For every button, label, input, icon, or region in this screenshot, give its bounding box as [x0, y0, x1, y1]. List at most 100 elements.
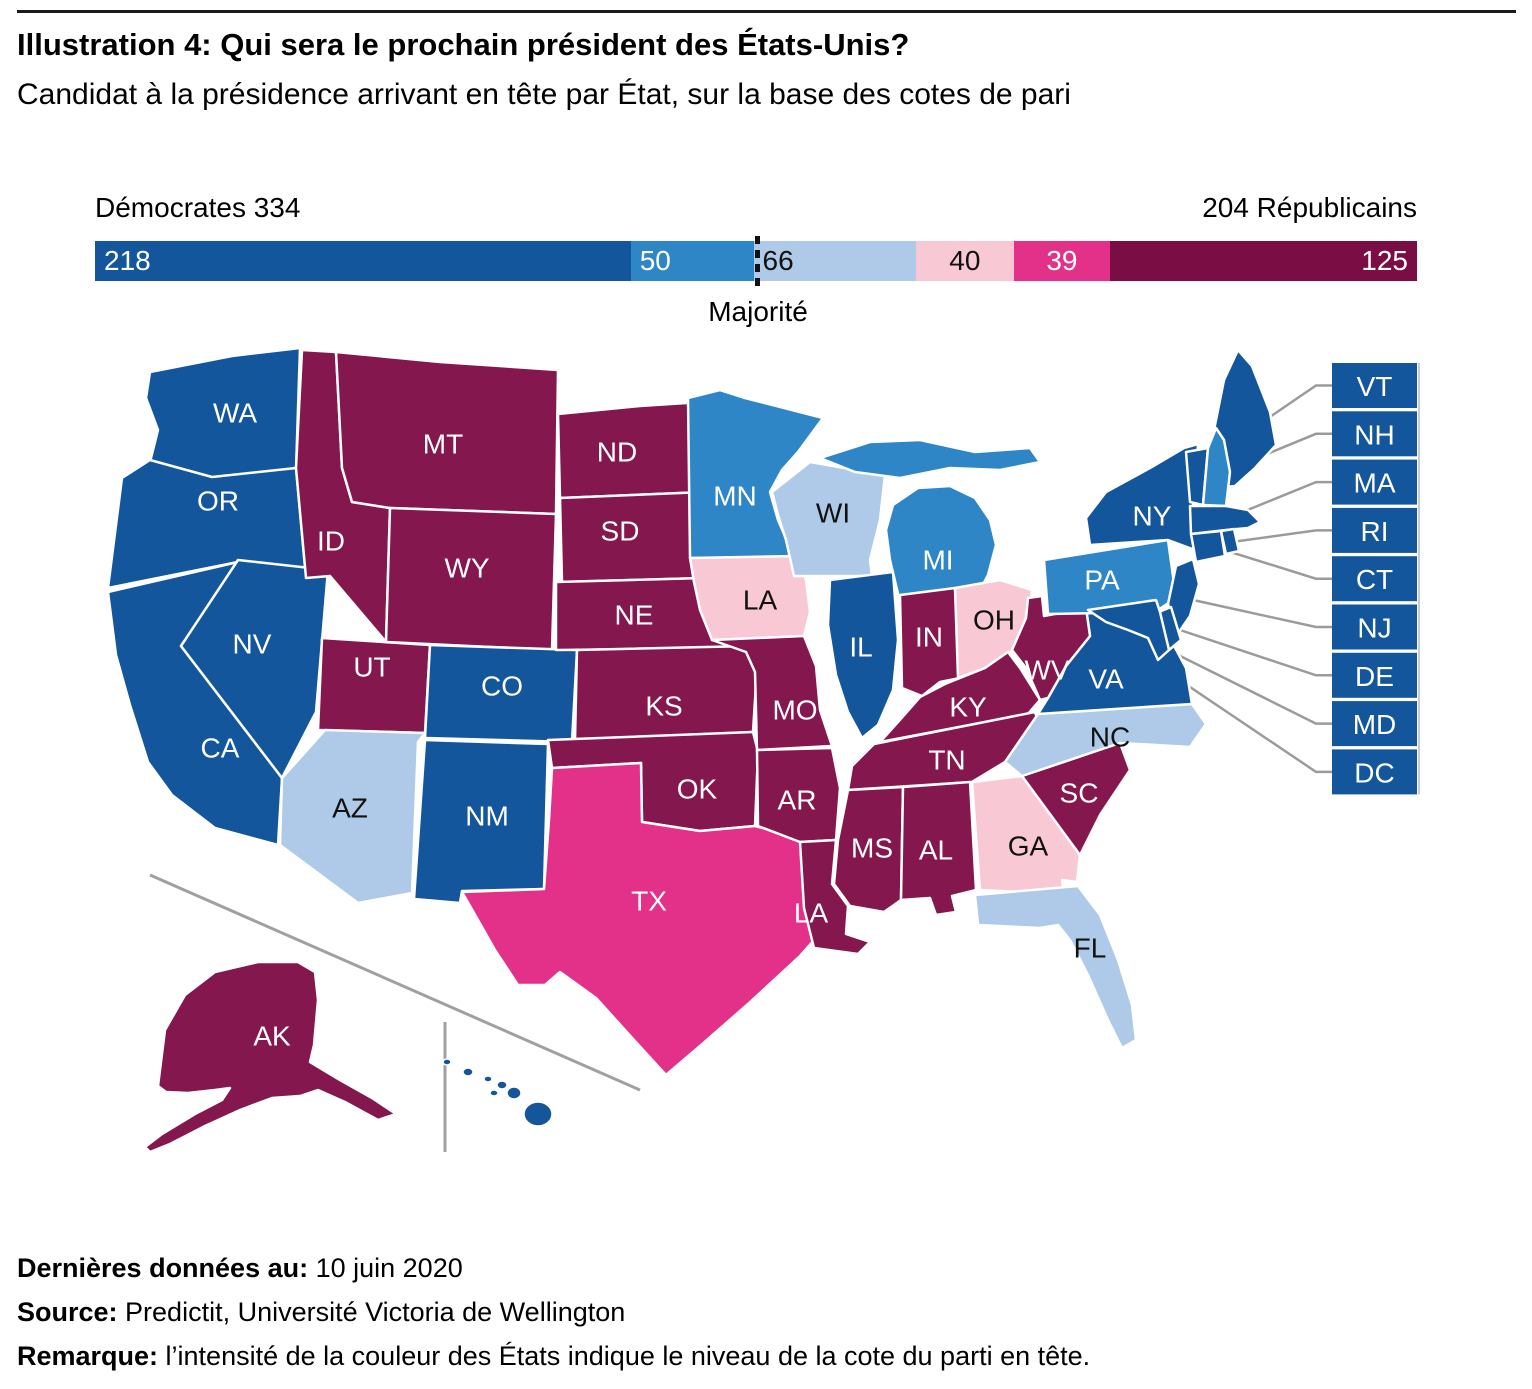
state-label-AZ: AZ [332, 793, 368, 824]
bar-segment-value: 40 [949, 245, 981, 276]
state-label-MS: MS [851, 833, 893, 864]
state-label-KS: KS [645, 691, 682, 722]
state-PA [1042, 538, 1178, 616]
state-label-UT: UT [353, 652, 390, 683]
inset-box-label-DE: DE [1355, 661, 1394, 692]
leader-line-MA [1227, 480, 1332, 520]
state-TN [846, 710, 1042, 792]
state-label-MO: MO [772, 695, 817, 726]
bar-segment-lean_rep: 39 [1014, 241, 1110, 281]
state-label-MI: MI [922, 545, 953, 576]
state-label-ID: ID [317, 526, 345, 557]
state-label-IL: IL [849, 632, 872, 663]
state-HI [523, 1101, 553, 1127]
bar-segment-value: 218 [104, 245, 151, 276]
state-label-GA: GA [1008, 831, 1049, 862]
state-MD [1086, 598, 1171, 662]
state-label-AR: AR [778, 785, 817, 816]
footer-date-label: Dernières données au: [17, 1253, 309, 1283]
bar-segment-value: 50 [639, 245, 671, 276]
inset-box-RI [1332, 507, 1417, 553]
state-label-IA: LA [743, 585, 778, 616]
state-label-NM: NM [465, 801, 509, 832]
state-label-KY: KY [949, 692, 987, 723]
footer-note-value: l’intensité de la couleur des États indi… [158, 1341, 1091, 1371]
republicans-total-label: 204 Républicains [1202, 192, 1417, 223]
leader-line-DE [1173, 626, 1332, 677]
state-IL [826, 570, 900, 740]
state-HI [489, 1089, 499, 1097]
state-label-AL: AL [919, 835, 953, 866]
inset-divider-diagonal [149, 873, 641, 1092]
state-HI [496, 1080, 508, 1090]
footer-source-label: Source: [17, 1297, 118, 1327]
inset-box-label-NJ: NJ [1357, 613, 1391, 644]
state-label-FL: FL [1074, 933, 1107, 964]
bar-segment-value: 66 [762, 245, 794, 276]
state-label-OR: OR [197, 486, 239, 517]
state-NJ [1166, 557, 1201, 637]
majority-marker-line [755, 236, 760, 286]
state-label-OH: OH [973, 605, 1015, 636]
inset-box-MA [1332, 459, 1417, 505]
inset-box-MD [1332, 701, 1417, 747]
state-label-SD: SD [601, 516, 640, 547]
state-TX [460, 761, 839, 1077]
footer: Dernières données au: 10 juin 2020 Sourc… [17, 1246, 1090, 1378]
inset-box-CT [1332, 556, 1417, 602]
state-label-VA: VA [1088, 664, 1124, 695]
state-MO [710, 634, 834, 752]
state-label-NC: NC [1090, 722, 1130, 753]
leader-line-CT [1207, 543, 1332, 580]
state-label-WY: WY [444, 553, 489, 584]
electoral-vote-bar: 218 50 66 40 39 125 [95, 241, 1417, 281]
state-label-CA: CA [201, 733, 240, 764]
state-HI [442, 1058, 452, 1066]
state-label-PA: PA [1084, 565, 1120, 596]
state-AK [143, 960, 398, 1154]
state-AZ [278, 728, 427, 905]
state-FL [973, 884, 1138, 1050]
footer-source-line: Source: Predictit, Université Victoria d… [17, 1290, 1090, 1334]
inset-box-label-CT: CT [1356, 564, 1393, 595]
state-label-MT: MT [423, 429, 463, 460]
state-CT [1189, 529, 1227, 564]
state-label-WV: WV [1024, 655, 1069, 686]
inset-box-DE [1332, 652, 1417, 698]
bar-segment-value: 125 [1361, 245, 1408, 276]
state-label-NV: NV [233, 629, 272, 660]
state-label-WI: WI [816, 498, 850, 529]
state-WV [1010, 594, 1092, 702]
leader-line-NJ [1183, 596, 1332, 629]
inset-box-NH [1332, 411, 1417, 457]
inset-box-label-DC: DC [1354, 757, 1394, 788]
state-label-OK: OK [677, 774, 718, 805]
inset-box-NJ [1332, 604, 1417, 650]
bar-segment-weak_dem: 66 [753, 241, 916, 281]
state-label-ND: ND [597, 437, 637, 468]
state-NC [1003, 702, 1208, 778]
footer-date-value: 10 juin 2020 [308, 1253, 463, 1283]
inset-box-DC [1332, 749, 1417, 795]
leader-line-MD [1147, 638, 1332, 725]
figure-title: Illustration 4: Qui sera le prochain pré… [17, 27, 910, 62]
bar-segment-lean_dem: 50 [630, 241, 754, 281]
state-HI [506, 1086, 522, 1100]
top-rule [17, 10, 1516, 13]
inset-box-label-NH: NH [1354, 419, 1394, 450]
inset-box-label-MD: MD [1353, 709, 1397, 740]
state-label-TX: TX [631, 886, 667, 917]
leader-line-RI [1231, 529, 1332, 544]
bar-segment-weak_rep: 40 [915, 241, 1015, 281]
footer-date-line: Dernières données au: 10 juin 2020 [17, 1246, 1090, 1290]
bar-segment-strong_rep_bar: 125 [1109, 241, 1417, 281]
state-label-MN: MN [713, 481, 757, 512]
state-LA [798, 838, 872, 956]
state-MI [818, 438, 1042, 604]
state-HI [483, 1075, 493, 1083]
state-AL [899, 780, 978, 917]
footer-source-value: Predictit, Université Victoria de Wellin… [117, 1297, 626, 1327]
state-label-CO: CO [481, 671, 523, 702]
